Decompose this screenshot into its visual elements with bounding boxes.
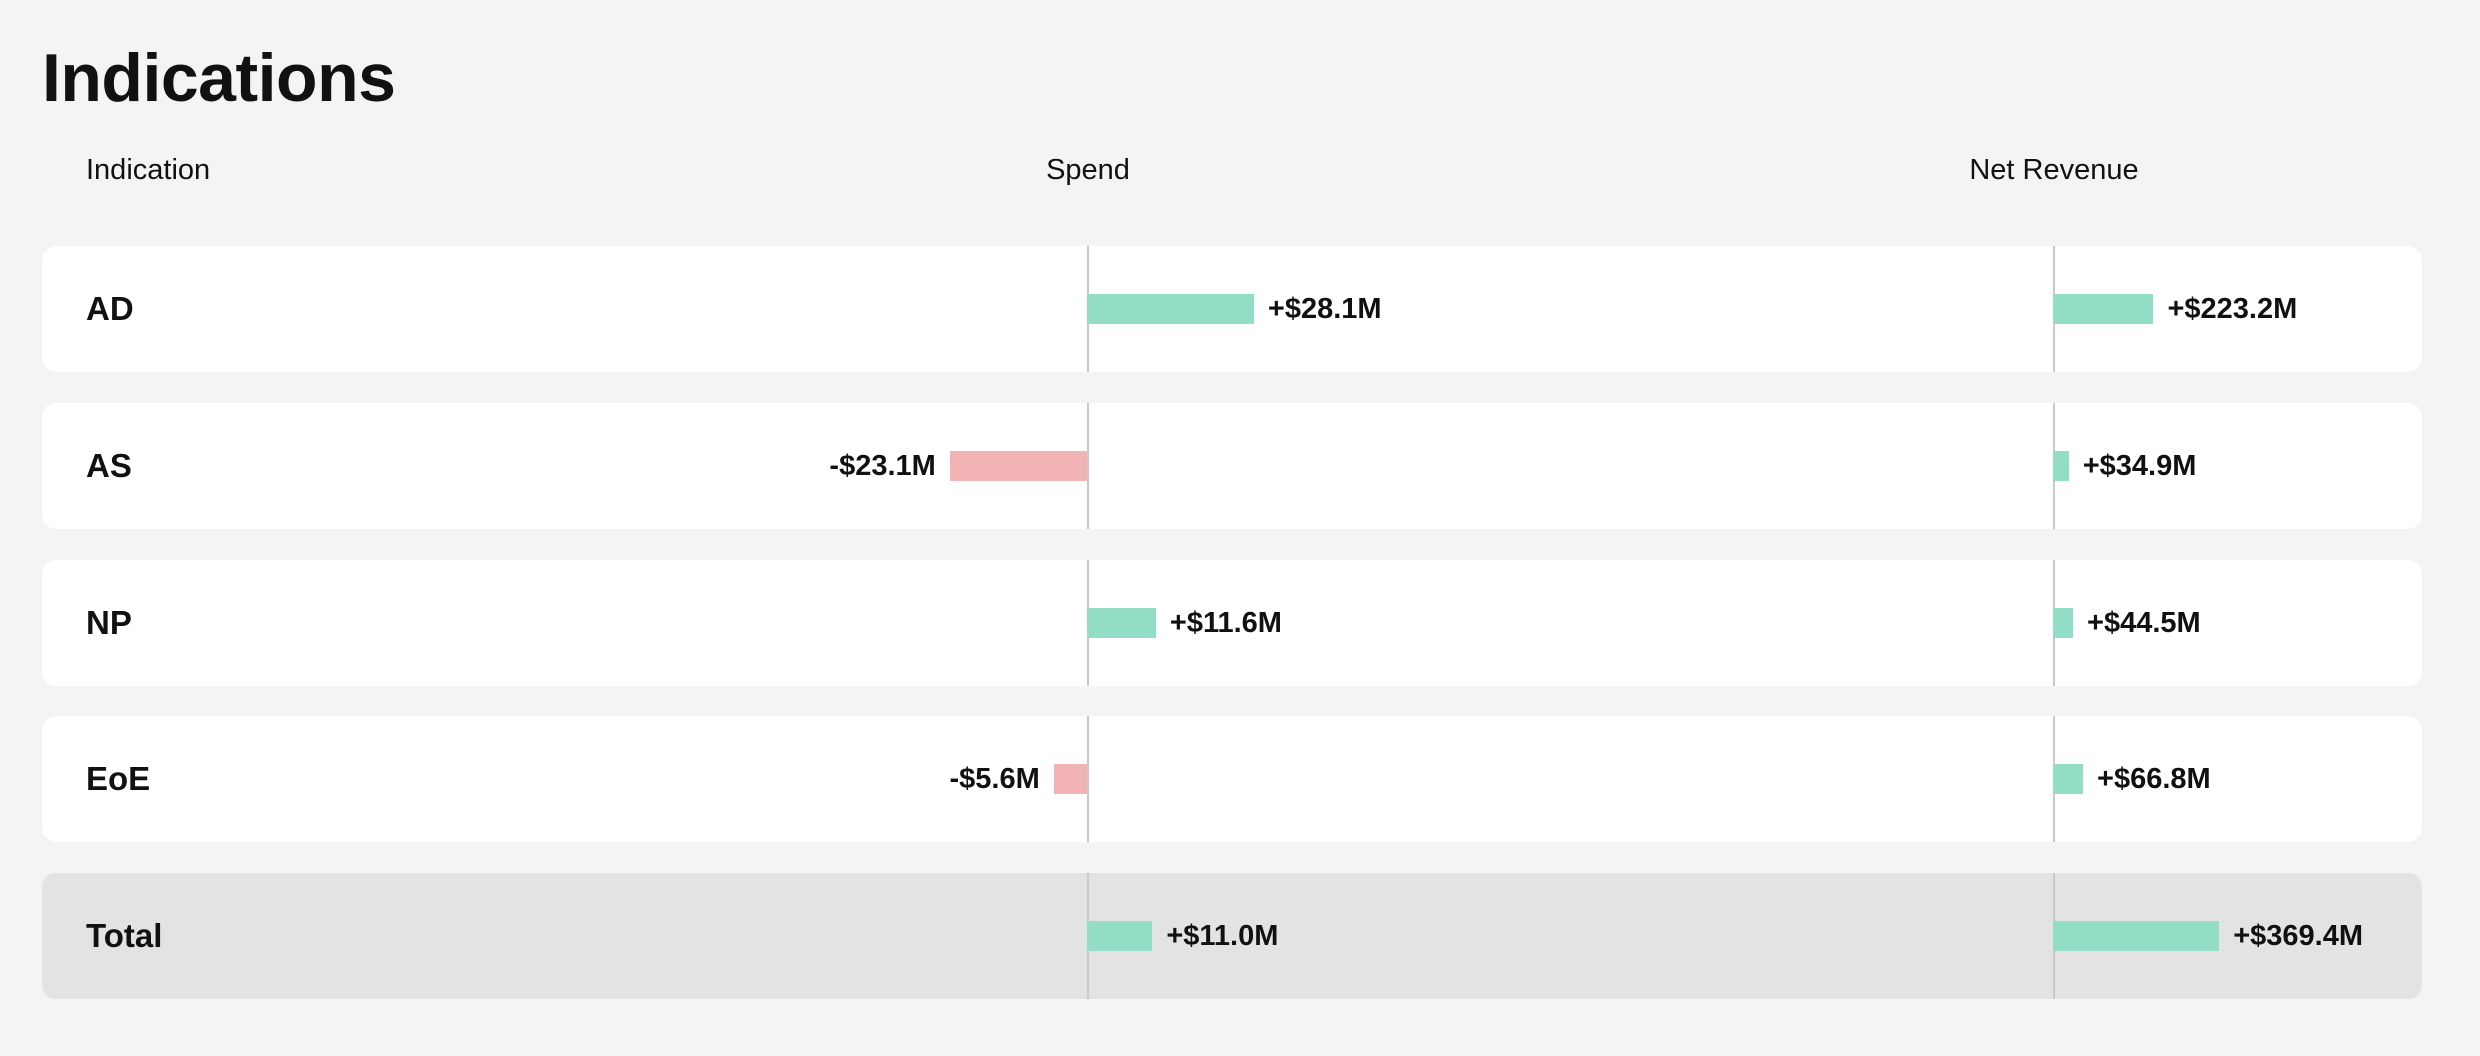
page-title: Indications [42, 40, 396, 116]
net-revenue-bar [2053, 451, 2069, 481]
net-revenue-value-label: +$34.9M [2082, 450, 2197, 482]
spend-bar [1053, 764, 1087, 794]
row-label: EoE [86, 760, 151, 797]
net-revenue-value-label: +$223.2M [2167, 293, 2298, 325]
spend-value-label: +$28.1M [1267, 293, 1382, 325]
net-revenue-bar [2053, 764, 2084, 794]
spend-value-label: -$5.6M [949, 763, 1040, 795]
column-header-net-revenue: Net Revenue [1969, 154, 2139, 186]
spend-bar [1087, 294, 1254, 324]
column-header-indication: Indication [86, 154, 211, 186]
row-label: AD [86, 290, 134, 327]
spend-bar [1087, 921, 1153, 951]
net-revenue-value-label: +$44.5M [2087, 607, 2201, 639]
spend-value-label: -$23.1M [829, 450, 936, 482]
total-row: Total +$11.0M +$369.4M [42, 873, 2422, 999]
spend-value-label: +$11.6M [1169, 607, 1282, 639]
net-revenue-bar [2053, 921, 2220, 951]
net-revenue-bar [2053, 294, 2154, 324]
table-row: EoE -$5.6M +$66.8M [42, 716, 2422, 842]
row-label: NP [86, 604, 132, 641]
table-row: NP +$11.6M +$44.5M [42, 560, 2422, 686]
table-row: AS -$23.1M +$34.9M [42, 403, 2422, 529]
spend-value-label: +$11.0M [1166, 920, 1279, 952]
row-label: Total [86, 917, 163, 954]
spend-axis [1087, 403, 1089, 529]
column-header-spend: Spend [1046, 154, 1130, 186]
spend-axis [1087, 716, 1089, 842]
spend-bar [949, 451, 1087, 481]
table-row: AD +$28.1M +$223.2M [42, 246, 2422, 372]
net-revenue-value-label: +$66.8M [2097, 763, 2211, 795]
net-revenue-bar [2053, 608, 2074, 638]
spend-bar [1087, 608, 1156, 638]
row-label: AS [86, 447, 132, 484]
net-revenue-value-label: +$369.4M [2233, 920, 2364, 952]
